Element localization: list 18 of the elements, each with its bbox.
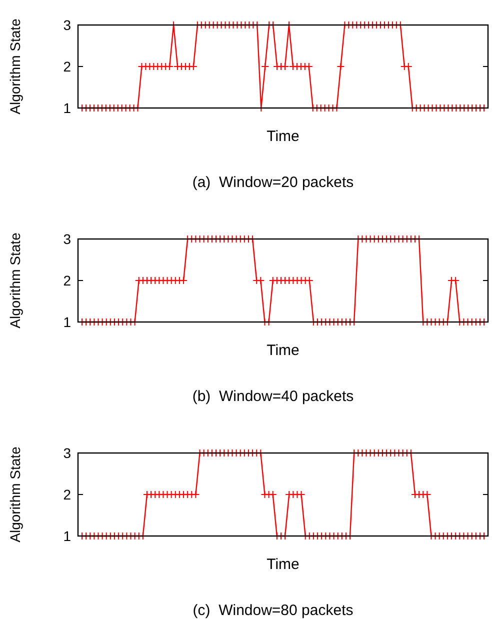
y-axis-title: Algorithm State (7, 18, 23, 114)
y-tick-label: 3 (63, 230, 72, 247)
text: (a) Window=20 packets (192, 174, 354, 191)
y-tick-label: 2 (63, 486, 72, 502)
x-axis-title: Time (266, 128, 300, 145)
y-tick-label: 2 (63, 58, 72, 74)
text: (b) Window=40 packets (192, 388, 354, 405)
y-axis-title: Algorithm State (7, 446, 23, 542)
y-tick-label: 1 (63, 314, 72, 330)
x-axis-title: Time (266, 342, 300, 359)
text: (c) Window=80 packets (192, 602, 354, 619)
y-tick-label: 3 (63, 444, 72, 461)
y-tick-label: 2 (63, 272, 72, 288)
y-tick-label: 1 (63, 528, 72, 544)
y-tick-label: 1 (63, 100, 72, 116)
y-axis-title: Algorithm State (7, 232, 23, 328)
x-axis-title: Time (266, 556, 300, 573)
y-tick-label: 3 (63, 16, 72, 33)
